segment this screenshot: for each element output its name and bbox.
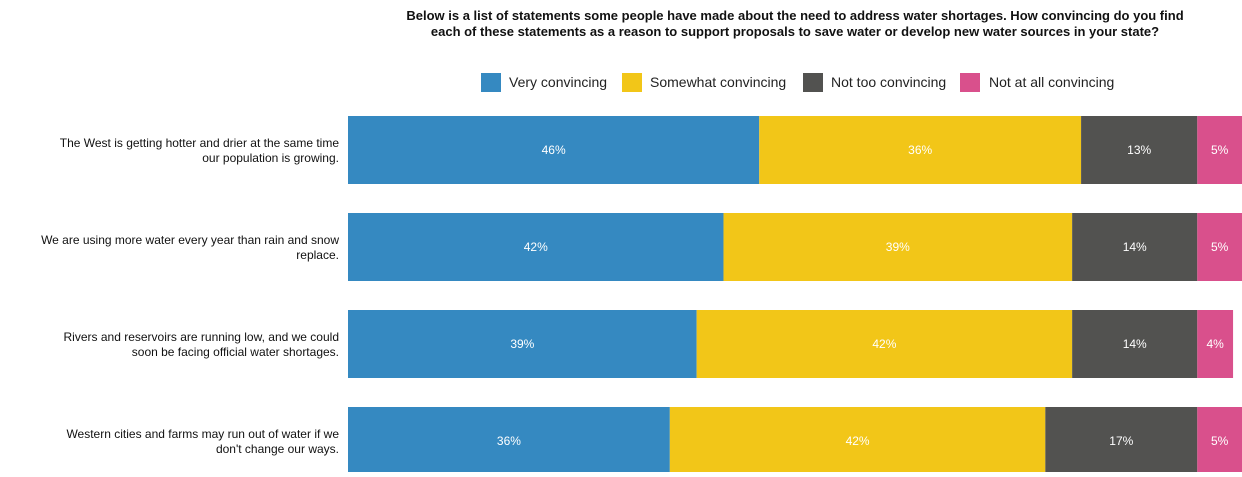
bar-segment bbox=[348, 116, 760, 184]
category-label: soon be facing official water shortages. bbox=[132, 345, 339, 359]
category-label: The West is getting hotter and drier at … bbox=[60, 136, 340, 150]
legend-label: Very convincing bbox=[509, 74, 607, 90]
bar-segment bbox=[723, 213, 1073, 281]
bar-segment bbox=[669, 407, 1046, 475]
legend-swatch bbox=[960, 73, 980, 92]
category-label: Rivers and reservoirs are running low, a… bbox=[64, 330, 339, 344]
bar-value-label: 5% bbox=[1211, 143, 1229, 157]
bar-segment bbox=[1045, 407, 1198, 475]
bar-value-label: 5% bbox=[1211, 240, 1229, 254]
category-label: don't change our ways. bbox=[216, 442, 339, 456]
legend-label: Not at all convincing bbox=[989, 74, 1114, 90]
chart-title-line: Below is a list of statements some peopl… bbox=[406, 8, 1183, 23]
bar-segment bbox=[759, 116, 1082, 184]
bar-value-label: 36% bbox=[908, 143, 932, 157]
bar-value-label: 14% bbox=[1123, 240, 1147, 254]
bar-value-label: 13% bbox=[1127, 143, 1151, 157]
chart-title-line: each of these statements as a reason to … bbox=[431, 24, 1159, 39]
bar-segment bbox=[1197, 310, 1234, 378]
bar-segment bbox=[1081, 116, 1198, 184]
bar-segment bbox=[348, 310, 697, 378]
bar-value-label: 39% bbox=[510, 337, 534, 351]
bar-segment bbox=[1072, 310, 1198, 378]
bar-value-label: 39% bbox=[886, 240, 910, 254]
bar-segment bbox=[1072, 213, 1198, 281]
bar-segment bbox=[1197, 116, 1242, 184]
category-label: We are using more water every year than … bbox=[41, 233, 339, 247]
bar-segment bbox=[348, 213, 724, 281]
legend-label: Somewhat convincing bbox=[650, 74, 786, 90]
category-label: Western cities and farms may run out of … bbox=[66, 427, 339, 441]
bar-value-label: 4% bbox=[1207, 337, 1225, 351]
bar-value-label: 17% bbox=[1109, 434, 1133, 448]
bar-segment bbox=[348, 407, 670, 475]
bar-value-label: 5% bbox=[1211, 434, 1229, 448]
bar-value-label: 42% bbox=[846, 434, 870, 448]
legend-swatch bbox=[803, 73, 823, 92]
legend-swatch bbox=[622, 73, 642, 92]
bar-value-label: 42% bbox=[524, 240, 548, 254]
legend-swatch bbox=[481, 73, 501, 92]
bar-value-label: 36% bbox=[497, 434, 521, 448]
bar-value-label: 42% bbox=[872, 337, 896, 351]
legend-label: Not too convincing bbox=[831, 74, 946, 90]
bar-value-label: 14% bbox=[1123, 337, 1147, 351]
bar-segment bbox=[1197, 407, 1242, 475]
bar-segment bbox=[696, 310, 1073, 378]
category-label: replace. bbox=[296, 248, 339, 262]
bar-segment bbox=[1197, 213, 1242, 281]
category-label: our population is growing. bbox=[202, 151, 339, 165]
bar-value-label: 46% bbox=[542, 143, 566, 157]
